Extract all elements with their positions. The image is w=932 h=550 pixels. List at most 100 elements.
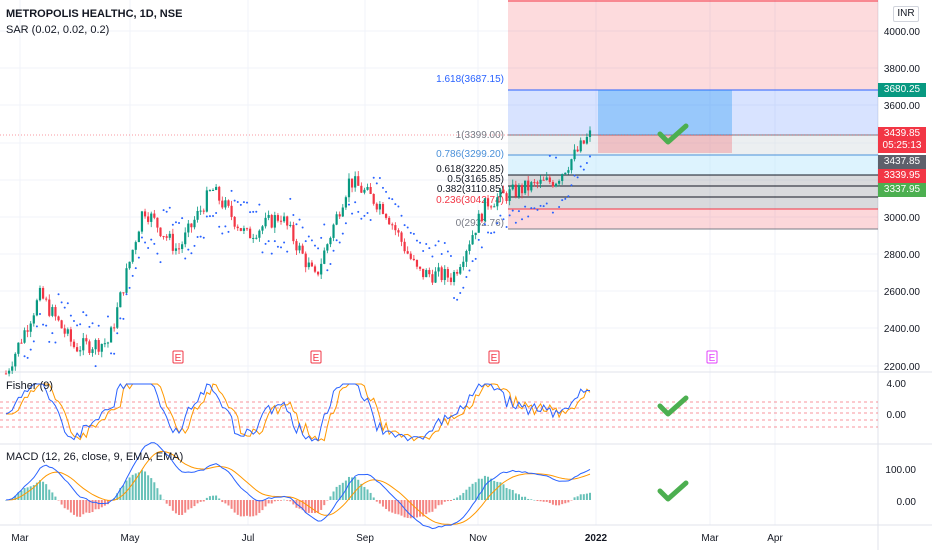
candle-body <box>267 215 270 218</box>
macd-histogram-bar <box>496 481 499 500</box>
candle-body <box>570 159 573 171</box>
macd-histogram-bar <box>42 481 45 500</box>
macd-histogram-bar <box>409 500 412 519</box>
check-icon <box>657 123 689 145</box>
candle-body <box>579 140 582 152</box>
macd-histogram-bar <box>471 483 474 500</box>
candle-body <box>388 217 391 225</box>
macd-histogram-bar <box>159 494 162 500</box>
macd-histogram-bar <box>483 475 486 500</box>
candle-body <box>184 232 187 245</box>
time-tick: 2022 <box>585 533 608 544</box>
candlestick-series[interactable] <box>4 126 592 377</box>
macd-histogram-bar <box>233 500 236 513</box>
candle-body <box>449 277 453 283</box>
macd-histogram-bar <box>579 494 582 500</box>
sar-dot <box>116 332 119 335</box>
macd-histogram-bar <box>310 500 313 513</box>
macd-histogram-bar <box>437 500 440 506</box>
macd-histogram-bar <box>17 492 20 500</box>
candle-body <box>530 182 533 191</box>
macd-histogram-bar <box>576 496 579 500</box>
candle-body <box>174 248 178 251</box>
macd-histogram-bar <box>286 500 289 501</box>
sar-dot <box>29 348 32 351</box>
macd-histogram-bar <box>20 490 23 500</box>
macd-histogram-bar <box>555 500 558 506</box>
sar-dot <box>499 214 502 217</box>
sar-dot <box>66 302 69 305</box>
macd-histogram-bar <box>372 497 375 500</box>
macd-histogram-bar <box>434 500 437 509</box>
candle-body <box>406 251 409 254</box>
fisher-pane[interactable] <box>0 383 878 442</box>
sar-dot <box>137 256 140 259</box>
macd-histogram-bar <box>354 477 357 500</box>
macd-legend: MACD (12, 26, close, 9, EMA, EMA) <box>6 451 184 463</box>
macd-histogram-bar <box>502 484 505 500</box>
macd-histogram-bar <box>301 500 304 511</box>
candle-body <box>465 250 468 262</box>
macd-histogram-bar <box>317 500 320 513</box>
macd-line <box>5 442 591 530</box>
check-marks <box>657 123 689 502</box>
macd-histogram-bar <box>29 486 32 500</box>
candle-body <box>462 261 465 267</box>
candle-body <box>545 177 548 181</box>
earnings-marker <box>172 350 184 364</box>
candle-body <box>14 353 17 367</box>
candle-body <box>307 262 310 268</box>
currency-button[interactable]: INR <box>893 6 919 22</box>
candle-body <box>335 214 338 225</box>
candle-body <box>38 287 42 301</box>
macd-histogram-bar <box>536 500 539 502</box>
candle-body <box>54 307 57 317</box>
candle-body <box>75 347 79 352</box>
macd-histogram-bar <box>72 500 75 515</box>
price-tick: 2800.00 <box>884 250 921 261</box>
fib-retracement[interactable] <box>0 0 878 230</box>
sar-dot <box>585 162 588 165</box>
macd-histogram-bar <box>168 500 171 507</box>
macd-histogram-bar <box>221 500 224 503</box>
sar-dot <box>153 242 156 245</box>
candle-body <box>177 248 181 250</box>
candle-body <box>165 236 168 238</box>
time-tick: Sep <box>356 533 374 544</box>
sar-dot <box>304 240 307 243</box>
candle-body <box>264 217 267 227</box>
macd-histogram-bar <box>530 499 533 500</box>
fib-label: 1(3399.00) <box>456 130 504 141</box>
candle-body <box>508 189 511 201</box>
candle-body <box>168 233 171 238</box>
macd-histogram-bar <box>298 500 301 509</box>
macd-histogram-bar <box>388 500 391 512</box>
macd-tick: 0.00 <box>897 497 917 508</box>
sar-dots <box>23 154 591 368</box>
macd-histogram-bar <box>357 479 360 500</box>
fib-label: 0.786(3299.20) <box>436 149 504 160</box>
candle-body <box>561 174 564 181</box>
sar-dot <box>462 286 465 289</box>
sar-dot <box>483 223 486 226</box>
candle-body <box>564 172 567 175</box>
candle-body <box>551 181 555 187</box>
sar-dot <box>561 199 564 202</box>
macd-histogram-bar <box>412 500 415 518</box>
macd-histogram-bar <box>131 474 134 500</box>
sar-dot <box>32 340 35 343</box>
sar-dot <box>60 301 63 304</box>
sar-dot <box>252 210 255 213</box>
candle-body <box>23 330 26 343</box>
macd-histogram-bar <box>94 500 97 510</box>
macd-histogram-bar <box>128 477 131 500</box>
fisher-signal-line <box>6 383 591 442</box>
sar-dot <box>97 324 100 327</box>
macd-pane[interactable] <box>5 442 591 530</box>
candle-body <box>542 179 545 181</box>
price-tick: 3800.00 <box>884 64 921 75</box>
fib-label: 0.236(3042.74) <box>436 195 504 206</box>
candle-body <box>181 244 184 250</box>
